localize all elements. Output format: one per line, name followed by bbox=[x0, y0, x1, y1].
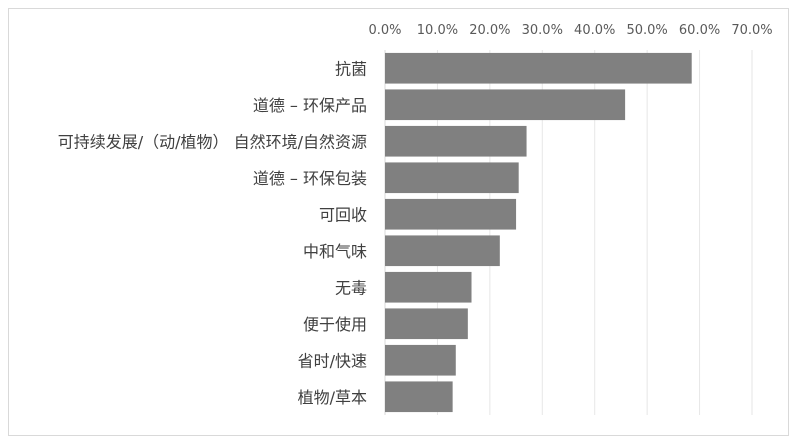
x-tick-label: 40.0% bbox=[574, 23, 615, 38]
bar bbox=[385, 198, 517, 230]
bar bbox=[385, 308, 468, 340]
category-label: 无毒 bbox=[335, 278, 367, 297]
category-label: 抗菌 bbox=[335, 59, 367, 78]
bar bbox=[385, 235, 500, 267]
category-label: 道德 – 环保包装 bbox=[253, 169, 367, 188]
bar bbox=[385, 344, 456, 376]
x-tick-label: 20.0% bbox=[469, 23, 510, 38]
bar bbox=[385, 271, 472, 303]
category-label: 可持续发展/（动/植物） 自然环境/自然资源 bbox=[58, 132, 367, 151]
category-label: 便于使用 bbox=[303, 315, 367, 334]
category-label: 植物/草本 bbox=[298, 388, 367, 407]
x-tick-label: 50.0% bbox=[626, 23, 667, 38]
x-tick-label: 70.0% bbox=[731, 23, 772, 38]
x-tick-label: 30.0% bbox=[522, 23, 563, 38]
x-tick-label: 60.0% bbox=[679, 23, 720, 38]
bar bbox=[385, 125, 527, 157]
category-label: 中和气味 bbox=[303, 242, 367, 261]
bar bbox=[385, 162, 519, 194]
bar bbox=[385, 89, 626, 121]
bar bbox=[385, 52, 692, 84]
category-label: 道德 – 环保产品 bbox=[253, 96, 367, 115]
category-label: 省时/快速 bbox=[298, 351, 367, 370]
x-tick-label: 0.0% bbox=[368, 23, 401, 38]
bar bbox=[385, 381, 453, 413]
x-tick-label: 10.0% bbox=[417, 23, 458, 38]
category-label: 可回收 bbox=[319, 205, 367, 224]
